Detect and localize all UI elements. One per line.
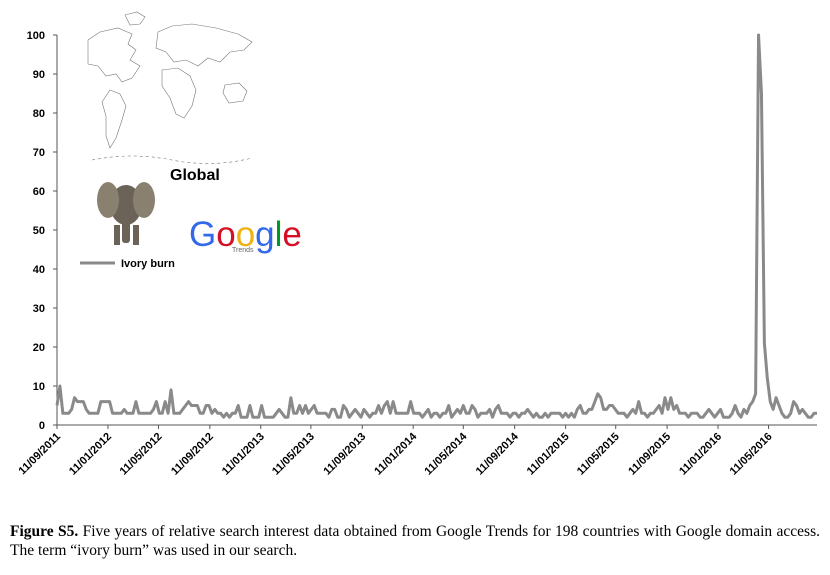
x-tick-label: 11/09/2011 [17,431,64,478]
legend-label: Ivory burn [121,258,175,270]
x-tick-label: 11/01/2016 [677,431,724,478]
chart: Global Google Trends 0 10 20 30 40 50 60 70 80 90… [17,11,817,478]
x-tick-label: 11/05/2015 [575,431,622,478]
x-tick-label: 11/01/2015 [525,431,572,478]
chart-title: Global [170,167,220,184]
y-tick-label: 80 [33,108,45,120]
y-tick-label: 90 [33,69,45,81]
y-tick-label: 0 [39,420,45,432]
caption-label: Figure S5. [10,523,79,540]
y-tick-label: 30 [33,303,45,315]
caption: Figure S5. Five years of relative search… [10,522,820,560]
caption-text: Five years of relative search interest d… [10,523,820,559]
x-tick-label: 11/05/2012 [118,431,165,478]
x-tick-label: 11/01/2012 [67,431,114,478]
y-tick-label: 50 [33,225,45,237]
world-map [87,11,253,164]
y-tick-label: 20 [33,342,45,354]
google-logo: Google [189,215,302,254]
line [55,33,817,419]
y-tick-label: 10 [33,381,45,393]
x-tick-label: 11/05/2014 [422,430,470,478]
x-tick-label: 11/05/2016 [728,431,775,478]
y-tick-label: 40 [33,264,45,276]
x-tick-label: 11/05/2013 [270,431,317,478]
x-tick-label: 11/09/2013 [321,431,368,478]
logo-sub: Trends [232,247,254,254]
x-tick-label: 11/09/2012 [169,431,216,478]
x-tick-label: 11/01/2014 [372,430,420,478]
elephant-icon [97,182,155,245]
y-tick-label: 100 [27,30,45,42]
x-tick-label: 11/01/2013 [220,431,267,478]
x-tick-label: 11/09/2015 [626,431,673,478]
x-tick-label: 11/09/2014 [474,430,522,478]
y-tick-label: 70 [33,147,45,159]
y-tick-label: 60 [33,186,45,198]
